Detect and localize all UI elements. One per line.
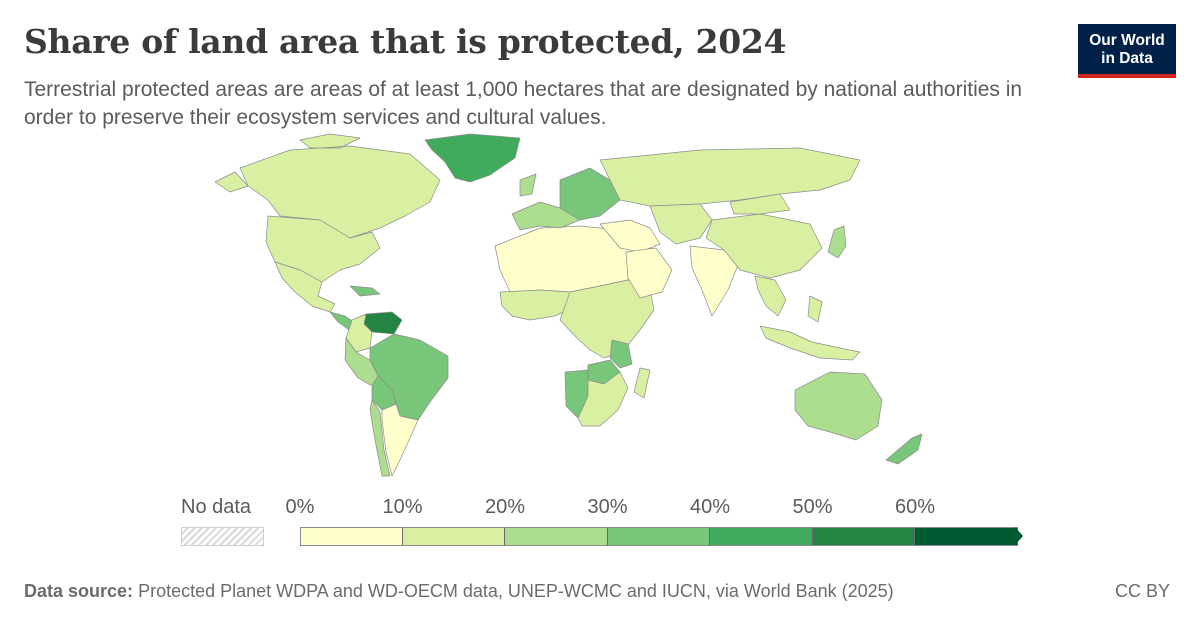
map-region-europe-east[interactable] bbox=[559, 167, 621, 221]
legend-no-data-label: No data bbox=[181, 496, 252, 518]
logo-line-1: Our World bbox=[1089, 32, 1165, 49]
owid-logo[interactable]: Our World in Data bbox=[1078, 24, 1176, 78]
logo-accent-bar bbox=[1078, 74, 1176, 78]
map-region-madagascar[interactable] bbox=[633, 367, 651, 399]
legend-tick-label: 40% bbox=[689, 496, 731, 518]
map-region-mexico[interactable] bbox=[274, 261, 336, 313]
map-region-canada[interactable] bbox=[239, 133, 441, 239]
map-region-greenland[interactable] bbox=[424, 133, 521, 183]
data-source-text[interactable]: Protected Planet WDPA and WD-OECM data, … bbox=[138, 581, 894, 601]
license-link[interactable]: CC BY bbox=[1114, 581, 1170, 601]
legend-tick-label: 50% bbox=[792, 496, 833, 518]
world-map[interactable] bbox=[0, 120, 1200, 480]
map-region-argentina[interactable] bbox=[381, 403, 419, 477]
legend-tick-label: 10% bbox=[382, 496, 423, 518]
legend-tick-label: 20% bbox=[484, 496, 526, 518]
data-source-label: Data source: bbox=[24, 581, 134, 601]
legend-tick-label: 0% bbox=[285, 496, 315, 518]
map-region-middle-east[interactable] bbox=[599, 219, 661, 253]
legend-no-data-swatch bbox=[181, 527, 264, 546]
map-region-central-africa[interactable] bbox=[559, 279, 655, 359]
legend-bin-4[interactable] bbox=[710, 527, 813, 546]
map-region-arabian-peninsula[interactable] bbox=[625, 247, 673, 299]
legend-bin-3[interactable] bbox=[607, 527, 710, 546]
map-region-southern-africa[interactable] bbox=[577, 371, 629, 427]
map-region-southeast-asia[interactable] bbox=[754, 275, 823, 323]
map-region-tanzania[interactable] bbox=[609, 339, 633, 369]
map-region-australia[interactable] bbox=[794, 371, 883, 441]
map-region-new-zealand[interactable] bbox=[885, 433, 923, 465]
map-region-russia[interactable] bbox=[599, 147, 861, 207]
map-region-central-asia[interactable] bbox=[649, 203, 713, 245]
legend-bin-1[interactable] bbox=[402, 527, 505, 546]
map-region-europe-west[interactable] bbox=[511, 173, 581, 231]
legend-bin-0[interactable] bbox=[300, 527, 403, 546]
data-source: Data source: Protected Planet WDPA and W… bbox=[24, 581, 894, 602]
map-region-mongolia[interactable] bbox=[729, 193, 791, 215]
map-region-china[interactable] bbox=[705, 213, 823, 279]
legend-tick-label: 60% bbox=[894, 496, 936, 518]
map-region-united-states[interactable] bbox=[214, 171, 381, 283]
legend-open-end-arrow bbox=[1015, 527, 1023, 545]
map-region-west-africa[interactable] bbox=[499, 289, 573, 321]
chart-title: Share of land area that is protected, 20… bbox=[24, 22, 787, 61]
map-region-indonesia[interactable] bbox=[759, 325, 861, 361]
legend-tick-label: 30% bbox=[587, 496, 628, 518]
legend-bin-6[interactable] bbox=[915, 527, 1018, 546]
map-region-chile[interactable] bbox=[369, 399, 391, 477]
legend-bin-2[interactable] bbox=[505, 527, 608, 546]
chart-subtitle: Terrestrial protected areas are areas of… bbox=[24, 78, 1023, 129]
logo-line-2: in Data bbox=[1101, 50, 1153, 67]
map-region-japan[interactable] bbox=[827, 225, 847, 259]
legend-bin-5[interactable] bbox=[812, 527, 915, 546]
